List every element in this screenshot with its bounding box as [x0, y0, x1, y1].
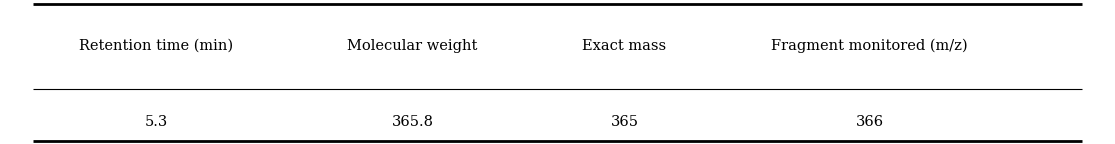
Text: Retention time (min): Retention time (min): [79, 39, 233, 53]
Text: Fragment monitored (m/z): Fragment monitored (m/z): [772, 39, 968, 53]
Text: 365: 365: [610, 115, 639, 129]
Text: Exact mass: Exact mass: [582, 39, 667, 53]
Text: 365.8: 365.8: [391, 115, 434, 129]
Text: Molecular weight: Molecular weight: [348, 39, 477, 53]
Text: 5.3: 5.3: [145, 115, 167, 129]
Text: 366: 366: [855, 115, 884, 129]
